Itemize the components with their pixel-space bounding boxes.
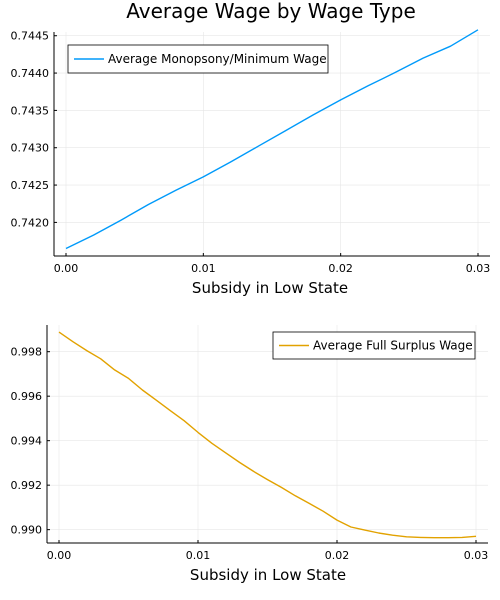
- y-tick-label: 0.990: [11, 524, 43, 537]
- series-line: [65, 29, 479, 250]
- y-tick-label: 0.7420: [11, 216, 50, 229]
- y-tick-label: 0.996: [11, 390, 43, 403]
- y-tick-label: 0.992: [11, 479, 43, 492]
- chart-bottom: 0.00 0.01 0.02 0.03 0.990 0.992 0.994 0.996 0.99…: [11, 325, 489, 584]
- x-tick-label: 0.02: [325, 549, 350, 562]
- legend: Average Full Surplus Wage: [272, 331, 476, 360]
- legend-label: Average Monopsony/Minimum Wage: [108, 52, 327, 66]
- axes: [53, 32, 490, 257]
- y-tick-label: 0.7445: [11, 30, 50, 43]
- legend-box: [67, 44, 329, 74]
- x-tick-label: 0.00: [54, 262, 79, 275]
- chart-title: Average Wage by Wage Type: [126, 0, 416, 23]
- y-tick-label: 0.7435: [11, 104, 50, 117]
- x-tick-label: 0.01: [191, 262, 216, 275]
- legend-box: [272, 331, 476, 360]
- tick-labels: 0.00 0.01 0.02 0.03 0.7420 0.7425 0.7430 0.7435…: [11, 30, 491, 275]
- x-tick-label: 0.03: [464, 549, 489, 562]
- y-tick-label: 0.7430: [11, 142, 50, 155]
- y-tick-label: 0.7440: [11, 67, 50, 80]
- chart-top: Average Wage by Wage Type 0.00 0.01 0.02 0.…: [11, 0, 491, 297]
- y-tick-label: 0.994: [11, 435, 43, 448]
- x-axis-label: Subsidy in Low State: [192, 279, 348, 297]
- series-line: [58, 331, 477, 539]
- y-tick-label: 0.7425: [11, 179, 50, 192]
- plot-area: [65, 29, 479, 250]
- axes: [46, 325, 488, 544]
- tick-labels: 0.00 0.01 0.02 0.03 0.990 0.992 0.994 0.996 0.99…: [11, 346, 489, 562]
- legend-label: Average Full Surplus Wage: [313, 339, 473, 353]
- x-tick-label: 0.01: [186, 549, 211, 562]
- x-tick-label: 0.03: [466, 262, 491, 275]
- x-axis-label: Subsidy in Low State: [190, 566, 346, 584]
- plot-area: [58, 331, 477, 539]
- y-tick-label: 0.998: [11, 346, 43, 359]
- x-tick-label: 0.02: [328, 262, 353, 275]
- legend: Average Monopsony/Minimum Wage: [67, 44, 329, 74]
- x-tick-label: 0.00: [47, 549, 72, 562]
